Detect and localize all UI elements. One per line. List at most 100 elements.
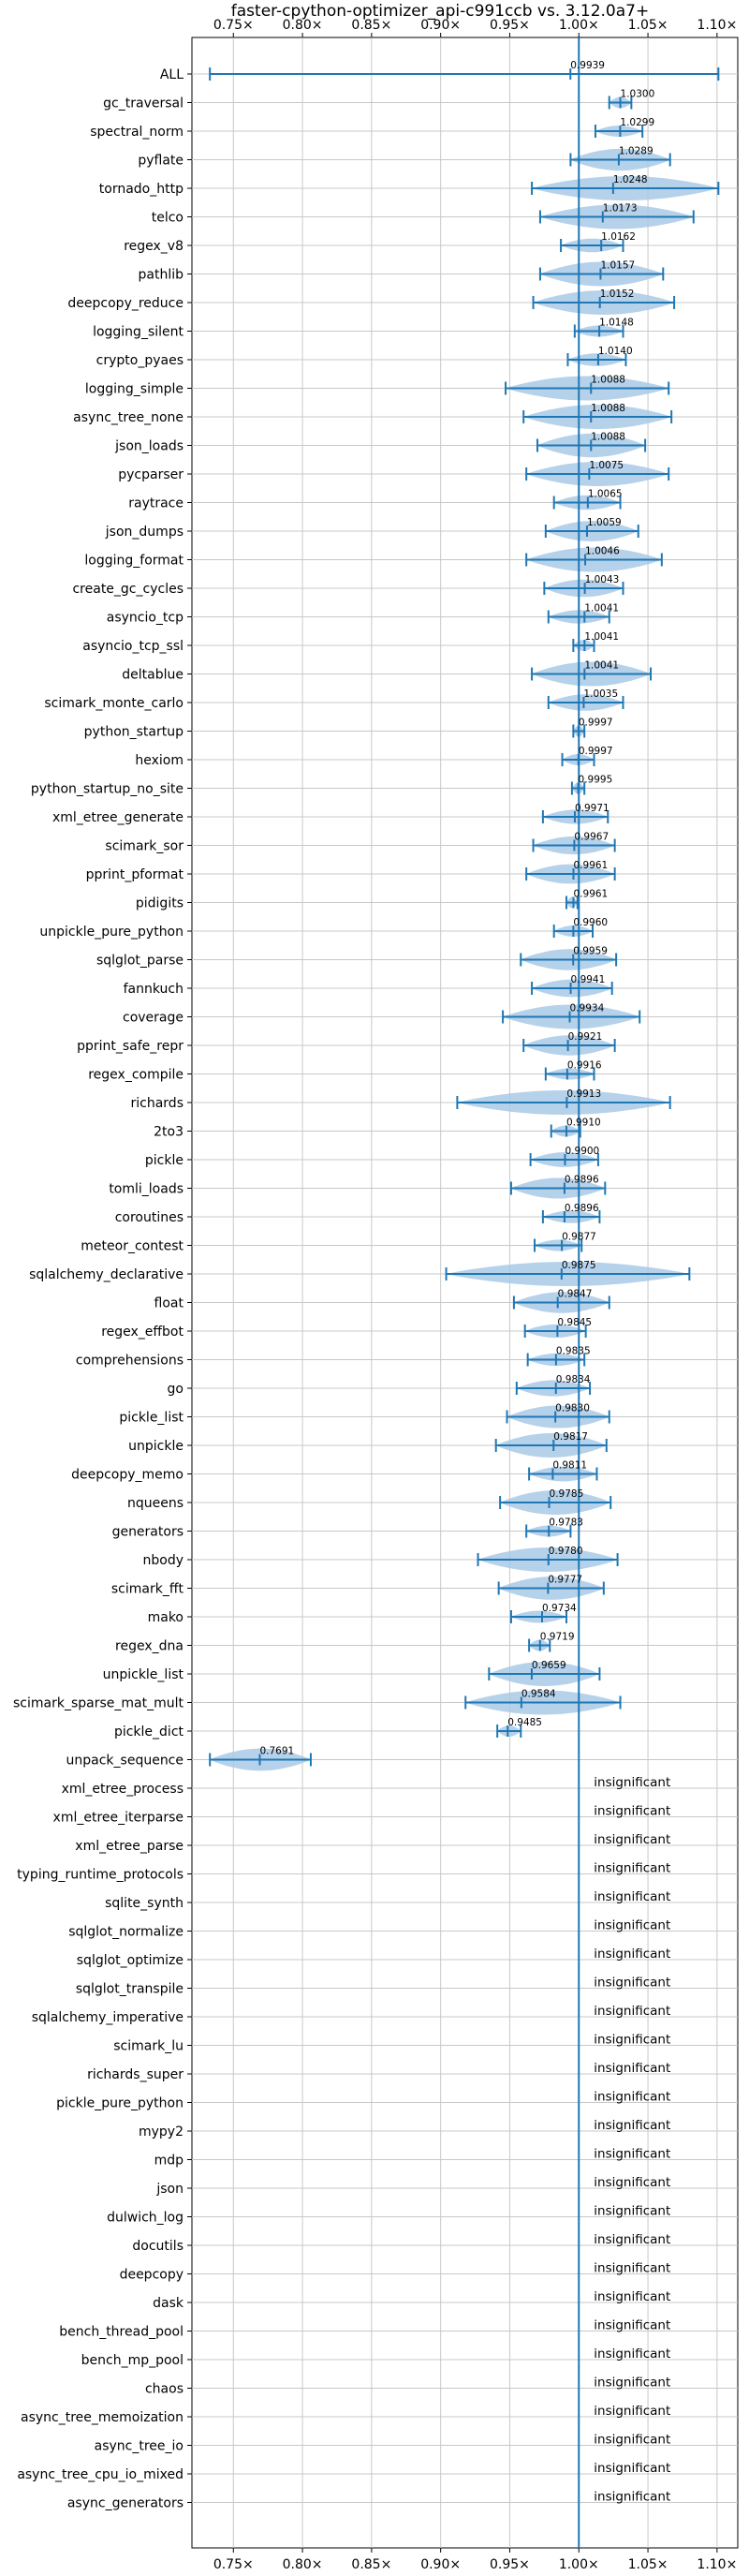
benchmark-label: create_gc_cycles (72, 582, 184, 597)
benchmark-label: scimark_fft (111, 1582, 184, 1597)
value-label: 0.9811 (552, 1460, 587, 1472)
x-tick-label-top: 0.75× (213, 18, 254, 33)
benchmark-label: asyncio_tcp (107, 611, 184, 626)
insignificant-label: insignificant (594, 2376, 670, 2391)
x-tick-label-top: 0.85× (351, 18, 391, 33)
value-label: 0.9913 (566, 1088, 601, 1100)
value-label: 0.9896 (565, 1203, 599, 1214)
x-tick-label-bottom: 0.75× (213, 2557, 254, 2572)
insignificant-label: insignificant (594, 2090, 670, 2105)
benchmark-label: regex_compile (88, 1068, 184, 1083)
insignificant-label: insignificant (594, 2433, 670, 2448)
benchmark-label: sqlalchemy_imperative (32, 2010, 184, 2025)
value-label: 0.9834 (556, 1374, 591, 1385)
value-label: 0.9934 (570, 1003, 605, 1014)
insignificant-label: insignificant (594, 2461, 670, 2476)
benchmark-label: scimark_lu (113, 2039, 184, 2054)
benchmark-label: generators (112, 1525, 184, 1540)
benchmark-label: scimark_monte_carlo (44, 696, 184, 711)
value-label: 0.9830 (555, 1403, 590, 1414)
value-label: 1.0173 (603, 203, 638, 215)
value-label: 1.0299 (620, 117, 654, 128)
x-tick-label-top: 1.10× (697, 18, 737, 33)
benchmark-label: 2to3 (154, 1125, 184, 1140)
value-label: 0.9584 (521, 1689, 556, 1700)
value-label: 0.9900 (565, 1146, 600, 1157)
benchmark-label: json_dumps (105, 525, 184, 540)
benchmark-label: pidigits (136, 896, 184, 911)
value-label: 0.9997 (579, 718, 613, 729)
violins (210, 96, 719, 1771)
benchmark-label: nqueens (127, 1496, 184, 1511)
benchmark-label: scimark_sparse_mat_mult (13, 1696, 184, 1711)
benchmark-label: pprint_pformat (86, 867, 184, 882)
value-label: 0.9877 (562, 1232, 596, 1243)
benchmark-label: deepcopy_reduce (67, 296, 184, 311)
value-label: 0.9910 (566, 1118, 601, 1129)
benchmark-label: dask (153, 2296, 184, 2311)
value-label: 0.9719 (540, 1632, 575, 1643)
insignificant-label: insignificant (594, 2318, 670, 2333)
benchmark-label: sqlglot_normalize (68, 1925, 184, 1940)
insignificant-label: insignificant (594, 2347, 670, 2361)
benchmark-label: unpickle_pure_python (39, 925, 184, 940)
benchmark-label: pprint_safe_repr (77, 1039, 184, 1054)
insignificant-label: insignificant (594, 2261, 670, 2276)
value-label: 1.0140 (598, 346, 633, 357)
benchmark-label: pathlib (139, 268, 184, 283)
x-tick-label-bottom: 0.90× (420, 2557, 461, 2572)
benchmark-label: unpack_sequence (66, 1754, 184, 1769)
value-label: 1.0148 (599, 318, 634, 329)
x-tick-label-bottom: 0.95× (490, 2557, 530, 2572)
value-label: 1.0300 (621, 89, 655, 100)
benchmark-label: xml_etree_iterparse (53, 1811, 184, 1826)
value-label: 1.0041 (584, 631, 619, 643)
benchmark-label: mdp (154, 2154, 184, 2169)
benchmark-label: xml_etree_parse (75, 1839, 184, 1854)
benchmark-label: bench_mp_pool (81, 2353, 184, 2368)
benchmark-label: json (155, 2182, 184, 2197)
benchmark-label: sqlalchemy_declarative (29, 1267, 184, 1282)
benchmark-label: regex_v8 (124, 239, 184, 254)
benchmark-label: logging_format (84, 554, 184, 569)
benchmark-label: mako (148, 1610, 184, 1625)
range-bars (209, 67, 720, 1767)
benchmark-label: typing_runtime_protocols (17, 1868, 184, 1883)
insignificant-label: insignificant (594, 2232, 670, 2247)
insignificant-label: insignificant (594, 1861, 670, 1876)
value-label: 0.9971 (575, 803, 609, 814)
benchmark-label: hexiom (135, 753, 184, 768)
benchmark-label: dulwich_log (107, 2211, 184, 2226)
benchmark-label: sqlglot_parse (96, 954, 184, 969)
value-label: 0.9875 (562, 1260, 596, 1271)
benchmark-label: pyflate (138, 154, 184, 169)
insignificant-label: insignificant (594, 2061, 670, 2076)
benchmark-label: comprehensions (76, 1354, 184, 1369)
insignificant-label: insignificant (594, 2033, 670, 2048)
value-label: 0.9777 (548, 1575, 582, 1586)
benchmark-label: go (168, 1382, 184, 1397)
benchmark-label: float (154, 1296, 184, 1311)
insignificant-label: insignificant (594, 2204, 670, 2219)
benchmark-label: logging_simple (85, 382, 184, 397)
benchmark-label: pycparser (118, 467, 184, 482)
chart-title: faster-cpython-optimizer_api-c991ccb vs.… (231, 2, 649, 21)
x-tick-label-top: 0.95× (490, 18, 530, 33)
benchmark-label: richards_super (87, 2067, 184, 2082)
insignificant-label: insignificant (594, 1976, 670, 1991)
benchmark-label: deepcopy (120, 2268, 184, 2283)
insignificant-label: insignificant (594, 2490, 670, 2505)
benchmark-label: telco (152, 211, 184, 226)
value-label: 0.9783 (549, 1517, 583, 1529)
benchmark-label: ALL (160, 67, 184, 82)
insignificant-label: insignificant (594, 1775, 670, 1790)
value-label: 0.9785 (550, 1488, 584, 1500)
value-label: 1.0041 (584, 603, 619, 614)
insignificant-label: insignificant (594, 2147, 670, 2162)
x-tick-label-top: 0.80× (283, 18, 323, 33)
benchmark-label: mypy2 (139, 2124, 184, 2139)
benchmark-label: scimark_sor (105, 839, 184, 854)
value-label: 0.9960 (573, 917, 608, 928)
benchmark-label: unpickle_list (103, 1667, 184, 1682)
value-label: 1.0043 (585, 574, 620, 585)
